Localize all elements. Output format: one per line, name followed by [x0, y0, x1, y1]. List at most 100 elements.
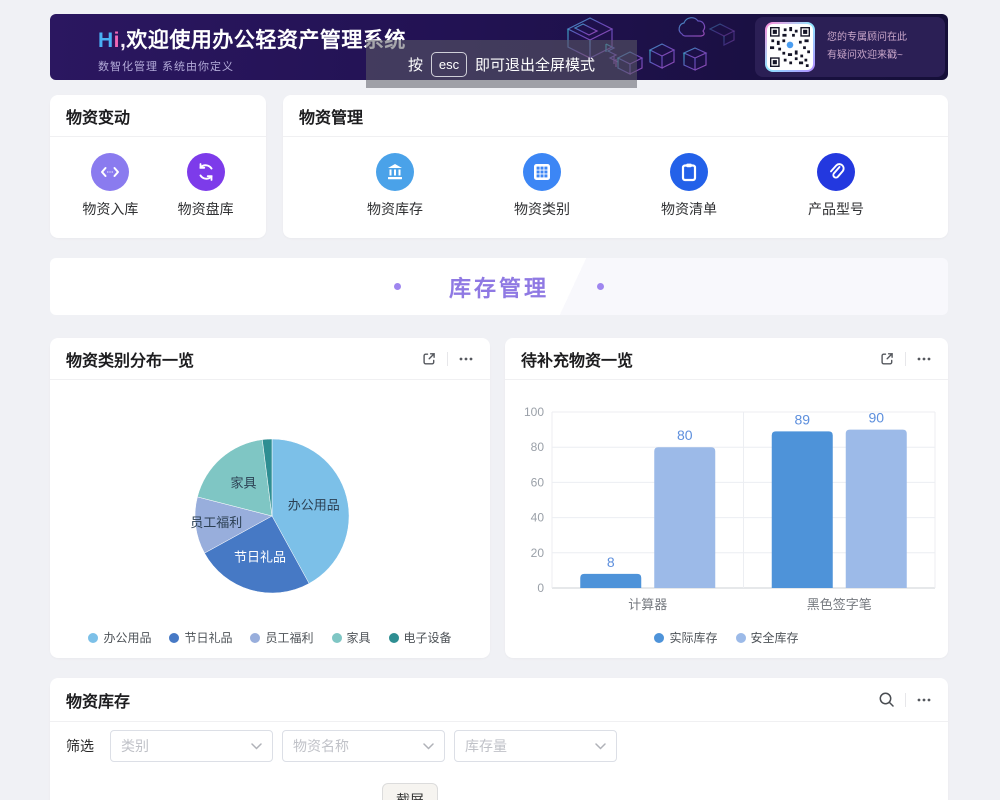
esc-hint-suffix: 即可退出全屏模式	[475, 56, 596, 74]
chevron-down-icon	[423, 742, 434, 750]
material-name-select[interactable]: 物资名称	[282, 730, 445, 762]
clipboard-icon	[670, 153, 708, 191]
chevron-down-icon	[595, 742, 606, 750]
divider	[905, 692, 906, 707]
bar-value-label: 89	[794, 411, 810, 427]
category-select[interactable]: 类别	[110, 730, 273, 762]
shortcut-label: 产品型号	[808, 201, 864, 217]
section-title-text: 库存管理	[448, 275, 549, 301]
screenshot-button[interactable]: 截屏	[382, 783, 438, 800]
bar-1-1[interactable]	[845, 429, 907, 588]
bar-legend-item-1[interactable]: 安全库存	[735, 629, 799, 646]
select-placeholder: 库存量	[465, 738, 507, 754]
shortcut-material-inbound[interactable]: 物资入库	[75, 153, 145, 219]
material-mgmt-card: 物资管理 物资库存	[283, 95, 948, 238]
pie-card-header: 物资类别分布一览	[50, 338, 490, 380]
section-dot	[597, 283, 604, 290]
select-placeholder: 物资名称	[293, 738, 349, 754]
shortcut-material-category[interactable]: 物资类别	[507, 153, 577, 219]
card-title: 物资变动	[66, 109, 131, 127]
bar-chart[interactable]: 0 20 40 60 80 100 8 80 计算器 89 90 黑色签字笔	[505, 380, 948, 620]
esc-hint-prefix: 按	[407, 56, 423, 74]
shortcut-material-stocktake[interactable]: 物资盘库	[171, 153, 241, 219]
qr-code	[765, 22, 815, 72]
transfer-icon	[91, 153, 130, 191]
search-icon[interactable]	[878, 691, 895, 708]
material-mgmt-header: 物资管理	[283, 95, 948, 137]
pie-slice-label: 办公用品	[288, 497, 340, 512]
shortcut-product-model[interactable]: 产品型号	[801, 153, 871, 219]
consultant-text: 您的专属顾问在此 有疑问欢迎来戳~	[827, 32, 907, 61]
chevron-down-icon	[251, 742, 262, 750]
pie-card-title: 物资类别分布一览	[66, 352, 195, 370]
legend-label: 节日礼品	[184, 631, 233, 645]
pie-slice-0[interactable]	[271, 438, 350, 584]
pie-legend-item-3[interactable]: 家具	[331, 629, 371, 646]
shortcut-label: 物资入库	[82, 201, 139, 217]
bar-value-label: 90	[868, 410, 884, 426]
x-axis-category-label: 黑色签字笔	[807, 597, 872, 612]
legend-dot	[654, 632, 665, 643]
more-options-icon[interactable]	[458, 351, 474, 367]
bar-1-0[interactable]	[654, 447, 716, 588]
pie-legend-item-1[interactable]: 节日礼品	[169, 629, 232, 646]
esc-key: esc	[431, 51, 467, 77]
pie-legend: 办公用品 节日礼品 员工福利 家具 电子设备	[50, 629, 490, 646]
expand-icon[interactable]	[879, 351, 895, 367]
consultant-qr-panel: 您的专属顾问在此 有疑问欢迎来戳~	[755, 17, 945, 77]
shortcut-label: 物资盘库	[177, 201, 234, 217]
legend-dot	[250, 632, 261, 643]
stock-amount-select[interactable]: 库存量	[454, 730, 617, 762]
filter-label: 筛选	[66, 738, 94, 754]
bar-0-0[interactable]	[580, 573, 642, 588]
x-axis-category-label: 计算器	[628, 597, 667, 612]
y-axis-tick-label: 100	[524, 405, 544, 419]
shortcut-material-list[interactable]: 物资清单	[654, 153, 724, 219]
fullscreen-exit-toast: 按 esc 即可退出全屏模式	[366, 40, 637, 88]
bar-legend: 实际库存 安全库存	[505, 629, 948, 646]
legend-label: 办公用品	[103, 631, 152, 645]
bar-card-title: 待补充物资一览	[521, 352, 634, 370]
y-axis-tick-label: 40	[531, 511, 545, 525]
banner-subtitle: 数智化管理 系统由你定义	[98, 61, 235, 73]
legend-dot	[735, 632, 746, 643]
section-dot	[393, 283, 401, 290]
legend-dot	[88, 632, 99, 643]
pie-slice-4[interactable]	[262, 438, 273, 517]
pie-legend-item-0[interactable]: 办公用品	[88, 629, 151, 646]
pie-legend-item-4[interactable]: 电子设备	[388, 629, 452, 646]
shortcut-material-stock[interactable]: 物资库存	[360, 153, 430, 219]
legend-dot	[331, 632, 342, 643]
y-axis-tick-label: 20	[531, 546, 545, 560]
bar-legend-item-0[interactable]: 实际库存	[654, 629, 718, 646]
divider	[905, 351, 906, 366]
welcome-banner: Hi,欢迎使用办公轻资产管理系统 数智化管理 系统由你定义	[50, 14, 948, 88]
expand-icon[interactable]	[421, 351, 437, 367]
legend-label: 电子设备	[403, 631, 452, 645]
filter-row: 筛选 类别 物资名称 库存量	[66, 730, 626, 762]
y-axis-tick-label: 60	[531, 475, 545, 489]
inventory-header: 物资库存	[50, 678, 948, 722]
legend-dot	[388, 632, 399, 643]
legend-label: 安全库存	[750, 631, 799, 645]
pie-slice-label: 员工福利	[190, 515, 242, 530]
legend-label: 员工福利	[265, 631, 314, 645]
pie-legend-item-2[interactable]: 员工福利	[250, 629, 314, 646]
inventory-title: 物资库存	[66, 693, 131, 711]
more-options-icon[interactable]	[916, 692, 932, 708]
y-axis-tick-label: 80	[531, 440, 545, 454]
bar-value-label: 80	[677, 427, 693, 443]
shortcut-label: 物资类别	[514, 201, 570, 217]
bar-value-label: 8	[607, 554, 615, 570]
pie-slice-1[interactable]	[204, 515, 310, 594]
bar-0-1[interactable]	[771, 431, 833, 588]
legend-label: 实际库存	[669, 631, 718, 645]
more-options-icon[interactable]	[916, 351, 932, 367]
material-change-card: 物资变动 物资入库 物资盘库	[50, 95, 266, 238]
sync-icon	[186, 153, 225, 191]
shortcut-label: 物资库存	[367, 201, 423, 217]
pie-slice-3[interactable]	[197, 439, 273, 517]
banner-title: Hi,欢迎使用办公轻资产管理系统	[98, 29, 406, 52]
